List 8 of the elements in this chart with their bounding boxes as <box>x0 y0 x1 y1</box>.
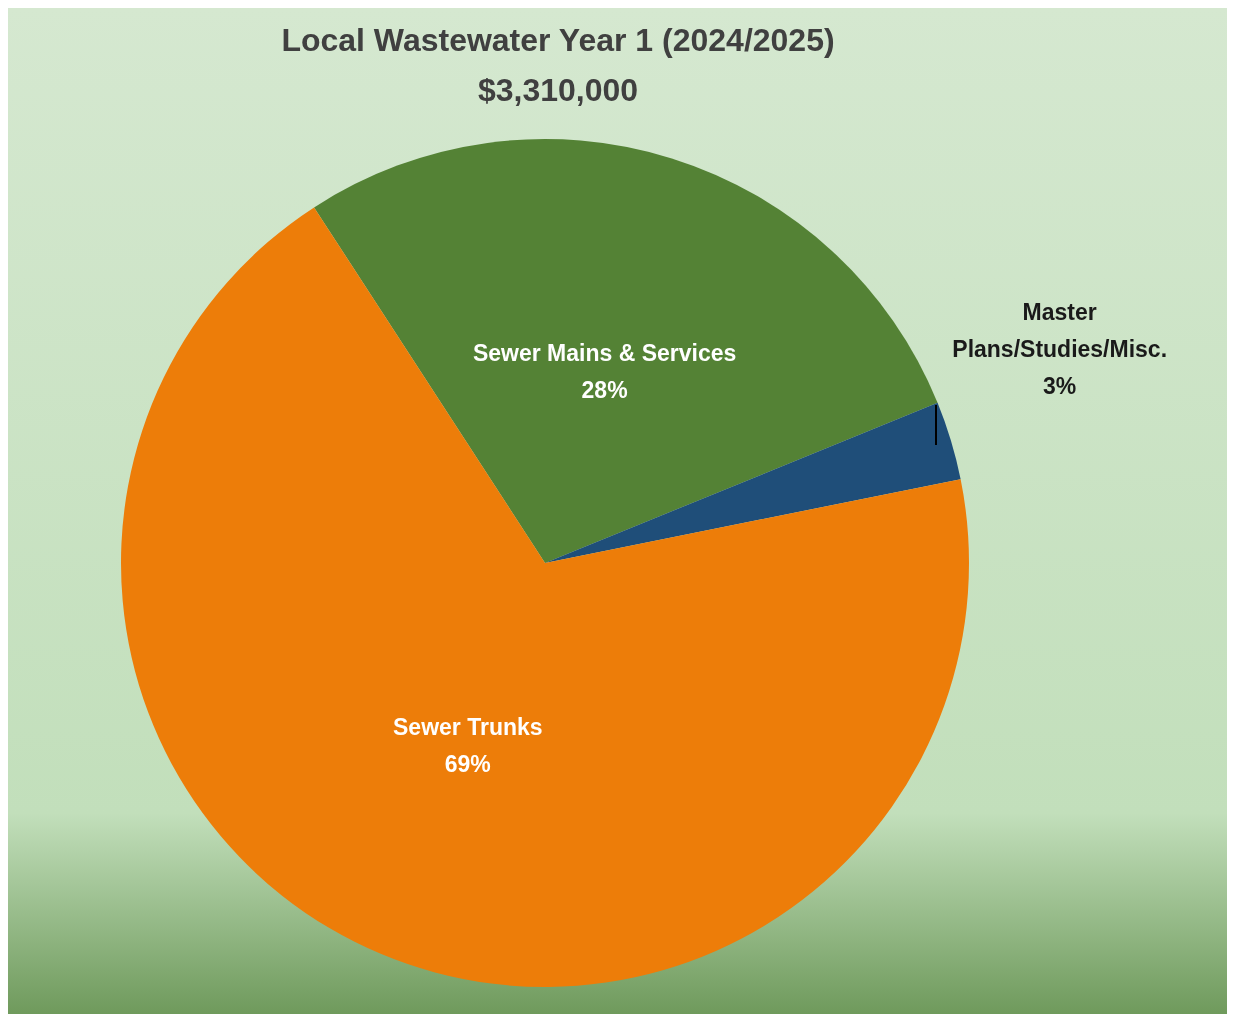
slice-label: Master Plans/Studies/Misc. <box>952 298 1168 362</box>
data-label: 28% <box>581 376 628 403</box>
chart-title: Local Wastewater Year 1 (2024/2025) <box>280 22 836 59</box>
slice-label: Sewer Trunks <box>392 713 543 740</box>
slice-label: Sewer Mains & Services <box>472 339 737 366</box>
chart-subtitle: $3,310,000 <box>476 72 640 109</box>
data-label: 69% <box>444 750 491 777</box>
data-label: 3% <box>1043 372 1077 399</box>
